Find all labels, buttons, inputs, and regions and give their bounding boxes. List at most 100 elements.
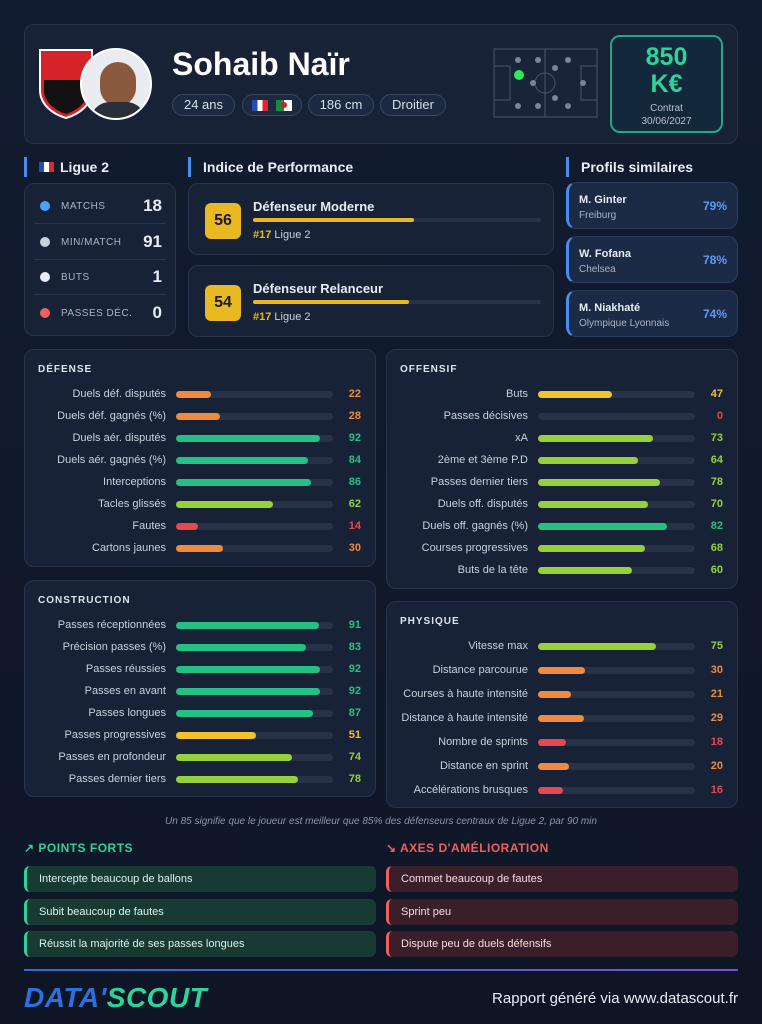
panel-title: CONSTRUCTION bbox=[38, 595, 131, 606]
score-bar bbox=[253, 300, 409, 304]
stat-value: 78 bbox=[348, 773, 361, 785]
stat-bar bbox=[176, 666, 321, 673]
role: Défenseur Relanceur bbox=[253, 281, 384, 296]
stat-label: Passes en avant bbox=[84, 685, 166, 697]
stat-value: 73 bbox=[710, 432, 723, 444]
track bbox=[538, 763, 695, 770]
rank: #17 Ligue 2 bbox=[253, 311, 311, 323]
stat-label: Fautes bbox=[132, 520, 166, 532]
stat-icon bbox=[40, 201, 50, 211]
player-photo bbox=[80, 48, 152, 120]
stat-value: 1 bbox=[152, 267, 162, 286]
stat-value: 92 bbox=[348, 685, 361, 697]
similar-heading: Profils similaires bbox=[566, 157, 693, 177]
similar-card: M. Ginter Freiburg 79% bbox=[566, 182, 738, 229]
height-pill: 186 cm bbox=[308, 94, 374, 116]
stat-label: Passes progressives bbox=[64, 729, 167, 741]
stat-bar bbox=[176, 622, 319, 629]
stat-bar bbox=[176, 413, 220, 420]
stat-panel: DÉFENSE Duels déf. disputés 22 Duels déf. g… bbox=[24, 349, 376, 567]
stat-bar bbox=[176, 435, 321, 442]
stat-bar bbox=[538, 545, 645, 552]
stat-value: 30 bbox=[348, 542, 361, 554]
similar-card: M. Niakhaté Olympique Lyonnais 74% bbox=[566, 290, 738, 337]
stat-label: Courses progressives bbox=[421, 542, 528, 554]
similar-club: Freiburg bbox=[579, 210, 617, 221]
stat-label: Nombre de sprints bbox=[438, 736, 528, 748]
stat-value: 83 bbox=[348, 641, 361, 653]
stat-bar bbox=[176, 457, 308, 464]
stat-bar bbox=[176, 523, 198, 530]
stat-value: 92 bbox=[348, 663, 361, 675]
stat-icon bbox=[40, 236, 50, 247]
stat-icon bbox=[40, 272, 50, 282]
stat-bar bbox=[538, 479, 661, 486]
stat-value: 29 bbox=[710, 712, 723, 724]
similar-name: W. Fofana bbox=[579, 248, 631, 260]
stat-label: Tacles glissés bbox=[98, 498, 166, 510]
stat-bar bbox=[176, 688, 321, 695]
performance-card: 56 Défenseur Moderne #17 Ligue 2 bbox=[188, 183, 554, 255]
stat-bar bbox=[538, 643, 656, 650]
stat-label: Interceptions bbox=[103, 476, 166, 488]
stat-label: Passes réussies bbox=[85, 663, 166, 675]
strengths-item: Réussit la majorité de ses passes longue… bbox=[24, 931, 376, 957]
stat-label: MATCHS bbox=[61, 201, 106, 212]
track bbox=[538, 787, 695, 794]
stat-bar bbox=[538, 691, 571, 698]
divider bbox=[34, 223, 166, 224]
stat-value: 64 bbox=[710, 454, 723, 466]
contract-date: 30/06/2027 bbox=[641, 116, 692, 127]
stat-label: Duels off. gagnés (%) bbox=[422, 520, 528, 532]
stat-value: 86 bbox=[348, 476, 361, 488]
weaknesses-item: Commet beaucoup de fautes bbox=[386, 866, 738, 892]
stat-label: Duels off. disputés bbox=[437, 498, 528, 510]
stat-value: 30 bbox=[710, 664, 723, 676]
stat-bar bbox=[538, 715, 584, 722]
stat-label: Vitesse max bbox=[468, 640, 528, 652]
stat-value: 28 bbox=[348, 410, 361, 422]
strengths-title-text: POINTS FORTS bbox=[38, 841, 134, 855]
track bbox=[176, 391, 333, 398]
stat-bar bbox=[538, 667, 586, 674]
position-map bbox=[493, 48, 598, 118]
stat-value: 18 bbox=[710, 736, 723, 748]
stat-bar bbox=[538, 739, 567, 746]
weaknesses-item: Sprint peu bbox=[386, 898, 738, 925]
stat-value: 51 bbox=[348, 729, 361, 741]
stat-label: Duels déf. gagnés (%) bbox=[57, 410, 166, 422]
foot-pill: Droitier bbox=[380, 94, 446, 116]
track bbox=[176, 545, 333, 552]
stat-label: Accélérations brusques bbox=[413, 784, 528, 796]
stat-icon bbox=[40, 307, 50, 318]
stat-value: 74 bbox=[348, 751, 361, 763]
flags-pill bbox=[242, 94, 302, 116]
rank-league: Ligue 2 bbox=[271, 229, 311, 241]
stat-label: Passes dernier tiers bbox=[68, 773, 166, 785]
similar-club: Chelsea bbox=[579, 264, 616, 275]
stat-label: Distance à haute intensité bbox=[401, 712, 528, 724]
similar-match: 79% bbox=[702, 199, 727, 213]
stat-value: 20 bbox=[710, 760, 723, 772]
weaknesses-item: Dispute peu de duels défensifs bbox=[386, 931, 738, 957]
value-amount: 850 bbox=[645, 43, 688, 71]
divider bbox=[34, 294, 166, 295]
stat-value: 82 bbox=[710, 520, 723, 532]
stat-value: 16 bbox=[710, 784, 723, 796]
league: Ligue 2 bbox=[60, 159, 110, 175]
strengths-item: Subit beaucoup de fautes bbox=[24, 898, 376, 925]
stat-label: Buts de la tête bbox=[457, 564, 528, 576]
rank-league: Ligue 2 bbox=[271, 311, 311, 323]
performance-card: 54 Défenseur Relanceur #17 Ligue 2 bbox=[188, 265, 554, 337]
stat-value: 68 bbox=[710, 542, 723, 554]
similar-match: 74% bbox=[702, 307, 727, 321]
similar-club: Olympique Lyonnais bbox=[579, 318, 670, 329]
divider bbox=[34, 258, 166, 260]
stat-label: BUTS bbox=[61, 272, 90, 283]
stat-value: 84 bbox=[348, 454, 361, 466]
stat-label: Distance en sprint bbox=[439, 760, 528, 772]
stat-label: Passes longues bbox=[88, 707, 166, 719]
score-badge: 56 bbox=[205, 203, 241, 239]
contract-label: Contrat bbox=[650, 103, 683, 114]
